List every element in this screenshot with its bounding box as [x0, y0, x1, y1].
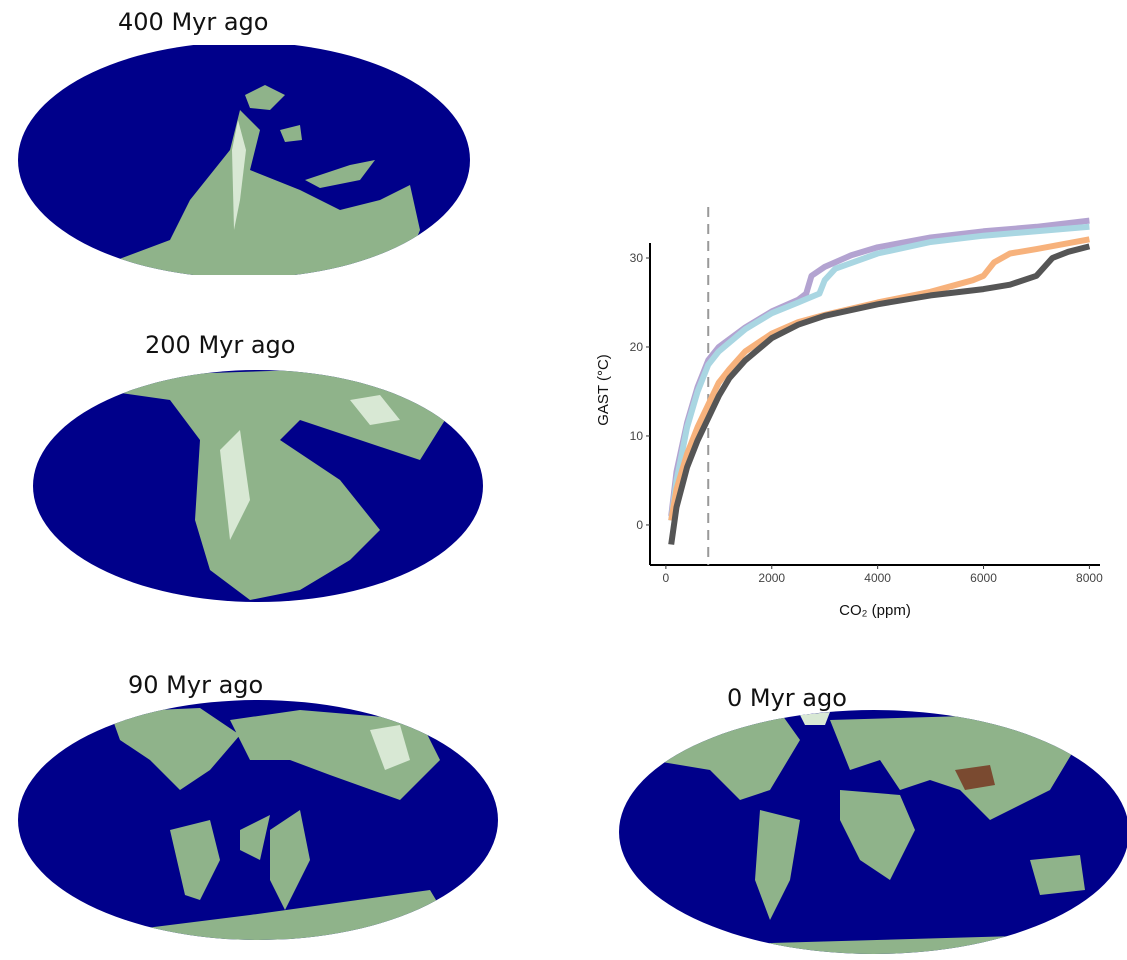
y-axis-title: GAST (°C)	[595, 354, 612, 426]
x-tick-label: 8000	[1076, 571, 1103, 585]
x-tick-label: 0	[663, 571, 670, 585]
map	[600, 700, 1127, 960]
map-label: 200 Myr ago	[145, 331, 295, 359]
y-tick-label: 10	[630, 429, 644, 443]
x-tick-label: 6000	[970, 571, 997, 585]
y-tick-label: 0	[636, 518, 643, 532]
y-tick-label: 30	[630, 251, 644, 265]
x-axis-title: CO₂ (ppm)	[839, 602, 911, 619]
map	[0, 690, 520, 950]
line-chart: 0 10 20 30 0 2000 4000 6000 8000	[630, 207, 1103, 585]
y-tick-label: 20	[630, 340, 644, 354]
x-tick-label: 4000	[864, 571, 891, 585]
map-label: 0 Myr ago	[727, 684, 847, 712]
map-label: 90 Myr ago	[128, 671, 263, 699]
map-label: 400 Myr ago	[118, 8, 268, 36]
series-line	[671, 246, 1089, 544]
map	[0, 0, 480, 300]
map	[0, 360, 520, 620]
x-tick-label: 2000	[758, 571, 785, 585]
page: 400 Myr ago 200 Myr ago 90 Myr ago 0 Myr…	[0, 0, 1127, 960]
figure: 400 Myr ago 200 Myr ago 90 Myr ago 0 Myr…	[0, 0, 1127, 960]
